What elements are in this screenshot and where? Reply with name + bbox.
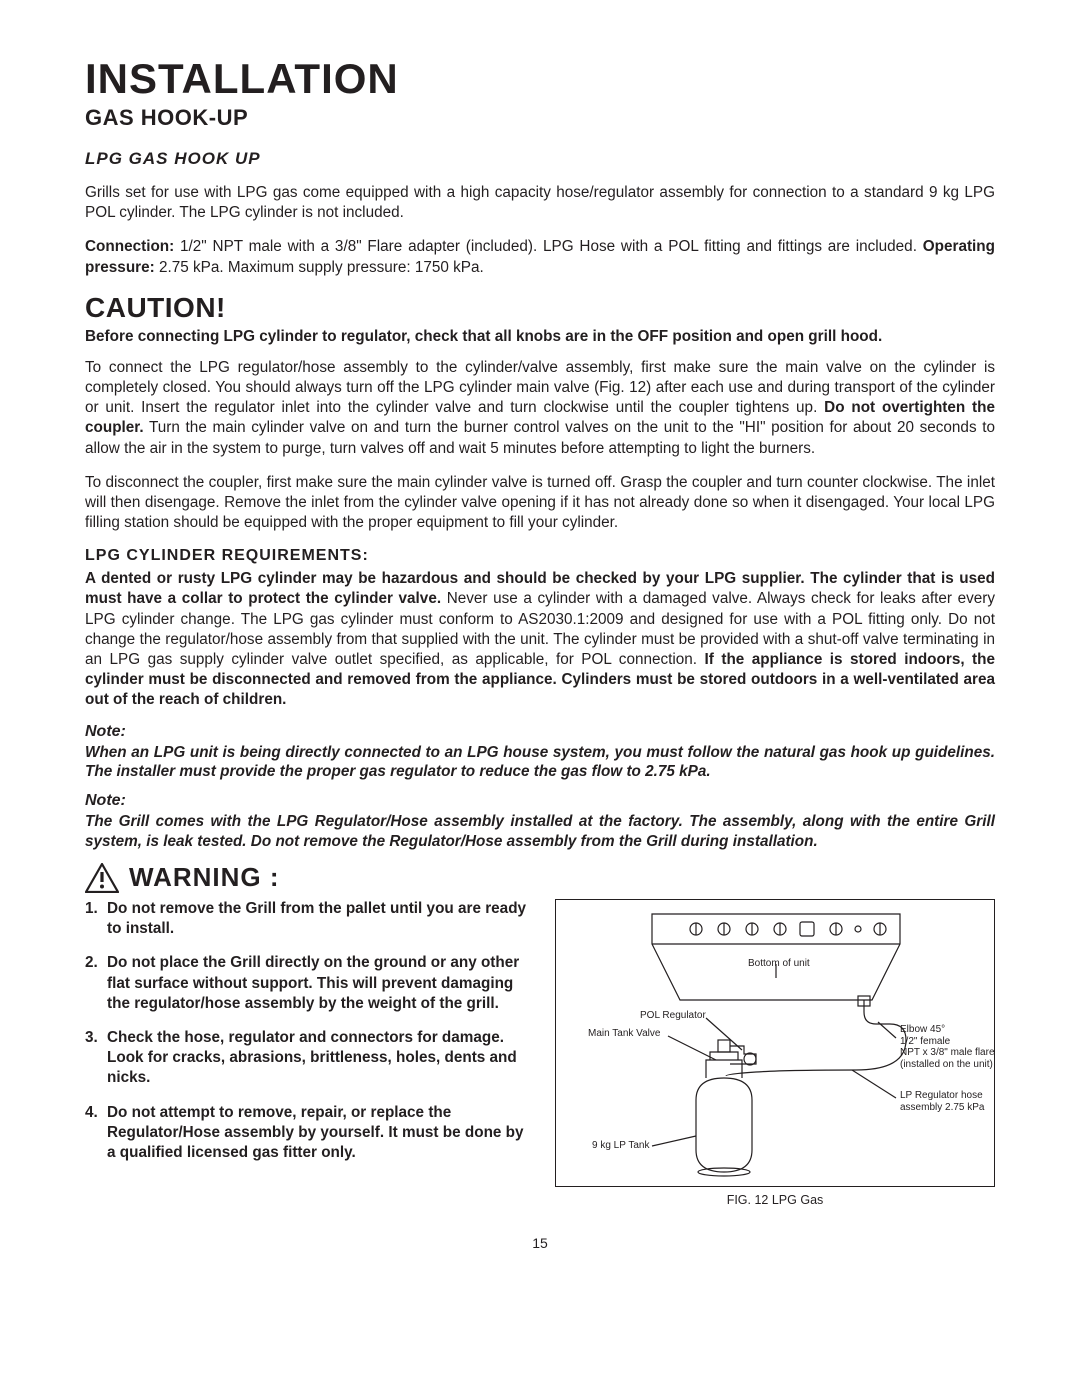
fig-label-hose: LP Regulator hose assembly 2.75 kPa	[900, 1090, 985, 1113]
fig-label-pol-regulator: POL Regulator	[640, 1010, 706, 1022]
fig-label-bottom-of-unit: Bottom of unit	[748, 958, 810, 970]
warning-heading: WARNING :	[129, 862, 280, 893]
figure-12: Bottom of unit POL Regulator Main Tank V…	[555, 899, 995, 1187]
warning-icon	[85, 863, 119, 893]
page-title: INSTALLATION	[85, 55, 995, 103]
note-label-1: Note:	[85, 723, 995, 741]
warning-item: Do not place the Grill directly on the g…	[85, 953, 533, 1014]
connection-paragraph: Connection: 1/2" NPT male with a 3/8" Fl…	[85, 237, 995, 277]
requirements-body: A dented or rusty LPG cylinder may be ha…	[85, 569, 995, 710]
warnings-list: Do not remove the Grill from the pallet …	[85, 899, 533, 1163]
connection-label: Connection:	[85, 238, 174, 255]
fig-label-lp-tank: 9 kg LP Tank	[592, 1140, 649, 1152]
warning-item: Check the hose, regulator and connectors…	[85, 1028, 533, 1089]
note-2: The Grill comes with the LPG Regulator/H…	[85, 812, 995, 852]
operating-pressure-text: 2.75 kPa. Maximum supply pressure: 1750 …	[155, 259, 484, 276]
warning-item: Do not remove the Grill from the pallet …	[85, 899, 533, 939]
caution-heading: CAUTION!	[85, 292, 995, 324]
disconnect-paragraph: To disconnect the coupler, first make su…	[85, 473, 995, 534]
note-label-2: Note:	[85, 792, 995, 810]
page-number: 15	[85, 1235, 995, 1251]
section-heading: LPG GAS HOOK UP	[85, 149, 995, 169]
connection-text: 1/2" NPT male with a 3/8" Flare adapter …	[174, 238, 923, 255]
requirements-heading: LPG CYLINDER REQUIREMENTS:	[85, 547, 995, 565]
caution-text: Before connecting LPG cylinder to regula…	[85, 328, 995, 346]
figure-caption: FIG. 12 LPG Gas	[555, 1193, 995, 1207]
note-1: When an LPG unit is being directly conne…	[85, 743, 995, 783]
connect-paragraph: To connect the LPG regulator/hose assemb…	[85, 358, 995, 459]
subtitle: GAS HOOK-UP	[85, 105, 995, 131]
fig-label-elbow: Elbow 45° 1/2" female NPT x 3/8" male fl…	[900, 1024, 995, 1070]
warning-item: Do not attempt to remove, repair, or rep…	[85, 1103, 533, 1164]
intro-paragraph: Grills set for use with LPG gas come equ…	[85, 183, 995, 223]
connect-tail: Turn the main cylinder valve on and turn…	[85, 419, 995, 456]
fig-label-main-tank-valve: Main Tank Valve	[588, 1028, 660, 1040]
